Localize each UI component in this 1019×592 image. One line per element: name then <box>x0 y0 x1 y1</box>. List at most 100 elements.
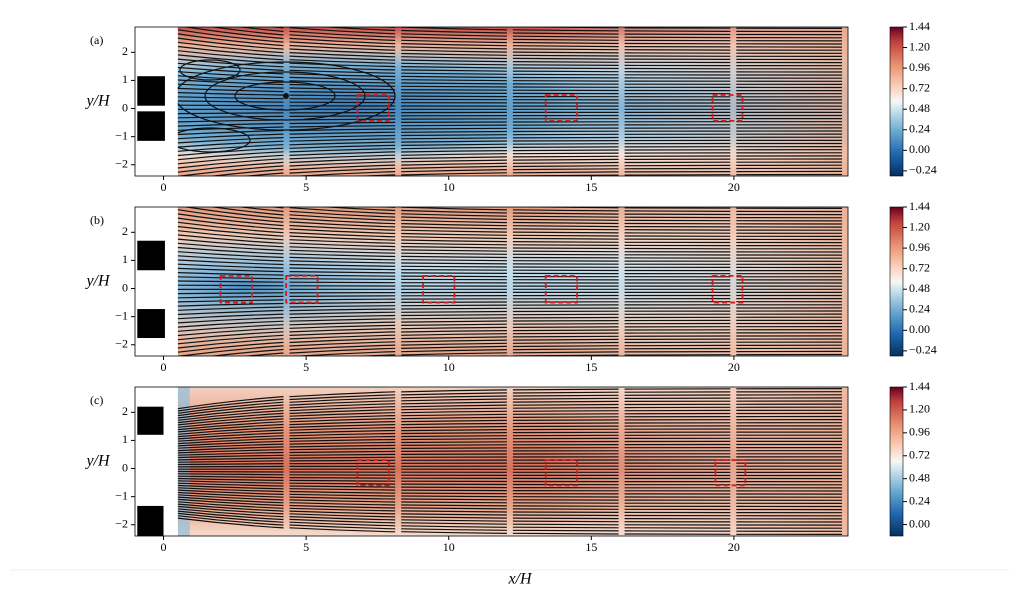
streamline <box>177 117 843 123</box>
streamline <box>177 498 843 511</box>
colorbar-tick-label: 0.96 <box>909 60 930 74</box>
obstacle <box>137 505 164 536</box>
streamline <box>242 164 843 176</box>
streamline <box>177 319 842 332</box>
streamline <box>177 280 842 284</box>
streamline <box>490 207 843 209</box>
streamline <box>177 87 842 95</box>
streamline <box>177 209 843 231</box>
streamline <box>177 338 843 356</box>
streamline <box>177 391 843 412</box>
streamline <box>177 428 842 440</box>
probe-window <box>711 274 744 304</box>
obstacle <box>137 76 165 106</box>
colorbar-tick-label: 0.72 <box>909 260 930 274</box>
streamline <box>177 443 842 452</box>
panel: 0 5 10 15 20 −2 −1 0 1 2 (b) y/H −0.24 0.00 0.24 0.48 0.… <box>84 199 936 374</box>
streamline <box>182 27 843 48</box>
streamline <box>177 491 843 501</box>
colorbar-tick-label: 0.00 <box>909 322 930 336</box>
streamline <box>177 505 843 520</box>
streamline <box>177 142 842 157</box>
streamline <box>177 470 842 473</box>
axes-frame <box>134 206 849 357</box>
x-tick-label: 0 <box>161 180 167 194</box>
y-tick-label: −2 <box>115 517 128 531</box>
streamline <box>177 406 843 424</box>
streamline <box>177 503 843 517</box>
x-tick-label: 20 <box>728 360 740 374</box>
y-tick-label: 1 <box>122 72 128 86</box>
streamline <box>177 397 843 417</box>
streamline <box>177 477 843 483</box>
probe-window <box>714 459 747 487</box>
streamline <box>177 238 843 253</box>
probe-window <box>356 459 390 487</box>
y-tick-label: 0 <box>122 460 128 474</box>
streamline <box>177 415 843 431</box>
colorbar-tick-label: 0.72 <box>909 448 930 462</box>
x-tick-label: 15 <box>585 180 597 194</box>
panels: 0 5 10 15 20−2−1012(a)y/H−0.240.000.240.480.… <box>84 19 936 588</box>
colorbar <box>889 206 904 357</box>
streamline <box>177 158 843 176</box>
streamline <box>177 114 842 119</box>
streamline <box>177 96 842 101</box>
streamline <box>177 310 843 320</box>
streamline <box>177 230 843 247</box>
probe-window <box>544 459 578 487</box>
obstacle <box>137 406 164 435</box>
streamline <box>177 425 842 438</box>
colorbar-tick-label: 0.24 <box>909 302 930 316</box>
streamline <box>268 27 843 39</box>
y-tick-label: −1 <box>115 488 128 502</box>
streamline <box>177 388 843 410</box>
probe-window <box>711 94 744 122</box>
colorbar-tick-label: 1.44 <box>909 19 930 33</box>
y-tick-label: −2 <box>115 337 128 351</box>
streamline <box>177 136 843 148</box>
x-tick-label: 20 <box>728 540 740 554</box>
streamline <box>177 79 843 89</box>
obstacle <box>137 309 165 339</box>
streamline <box>177 517 843 535</box>
streamline <box>177 316 843 328</box>
streamline <box>177 482 843 489</box>
streamline <box>177 133 843 144</box>
vortex <box>177 127 251 153</box>
streamline <box>268 207 843 219</box>
y-axis-label: y/H <box>84 453 111 470</box>
streamline <box>177 419 843 433</box>
y-tick-label: 2 <box>122 224 128 238</box>
streamline <box>182 207 843 228</box>
streamline <box>177 152 843 169</box>
streamline <box>177 146 843 161</box>
colorbar-tick-label: 1.20 <box>909 39 930 53</box>
streamline <box>177 37 843 57</box>
streamline <box>177 242 843 256</box>
streamline <box>177 104 843 107</box>
streamline <box>177 139 842 152</box>
streamline <box>177 259 843 269</box>
streamline <box>319 207 843 216</box>
streamline <box>177 54 842 70</box>
streamline <box>353 170 843 176</box>
colorbar-tick-label: 0.96 <box>909 425 930 439</box>
streamline <box>177 255 843 265</box>
y-tick-label: 0 <box>122 100 128 114</box>
obstacle <box>137 240 165 271</box>
streamline <box>177 29 843 51</box>
streamline <box>209 27 843 45</box>
streamline <box>177 313 843 324</box>
colorbar <box>889 26 904 177</box>
streamline <box>177 473 842 477</box>
streamline <box>177 515 843 532</box>
streamline <box>177 332 843 349</box>
streamline <box>177 484 843 492</box>
streamline <box>282 347 843 356</box>
colorbar <box>889 386 904 537</box>
x-tick-label: 0 <box>161 360 167 374</box>
streamline <box>177 512 843 529</box>
streamline <box>319 27 843 36</box>
colorbar-tick-label: 1.44 <box>909 199 930 213</box>
